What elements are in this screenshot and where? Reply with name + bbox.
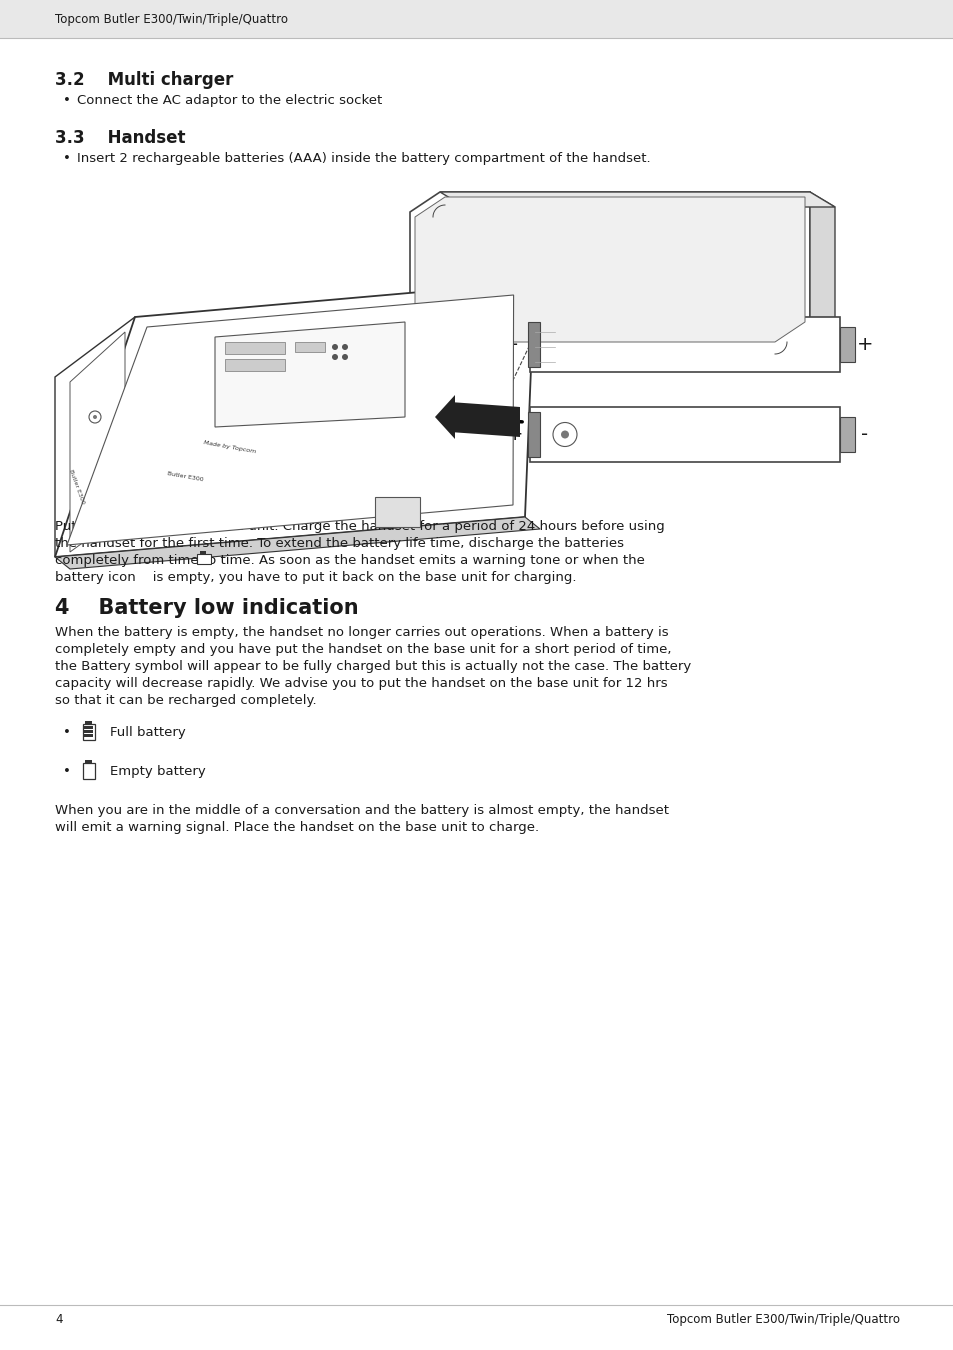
- Polygon shape: [55, 282, 534, 558]
- Bar: [840, 417, 854, 452]
- Text: -: -: [511, 335, 518, 354]
- Text: battery icon    is empty, you have to put it back on the base unit for charging.: battery icon is empty, you have to put i…: [55, 571, 576, 585]
- Bar: [840, 327, 854, 362]
- Text: Empty battery: Empty battery: [110, 765, 206, 778]
- Text: •: •: [63, 95, 71, 107]
- Polygon shape: [55, 517, 539, 568]
- Polygon shape: [410, 192, 809, 347]
- Polygon shape: [450, 402, 519, 437]
- Text: completely from time to time. As soon as the handset emits a warning tone or whe: completely from time to time. As soon as…: [55, 554, 644, 567]
- Bar: [527, 412, 539, 458]
- Text: -: -: [861, 425, 867, 444]
- Text: Butler E300: Butler E300: [69, 468, 86, 505]
- Bar: [83, 724, 95, 740]
- Polygon shape: [809, 192, 834, 338]
- Bar: [196, 554, 211, 564]
- Text: Topcom Butler E300/Twin/Triple/Quattro: Topcom Butler E300/Twin/Triple/Quattro: [666, 1314, 899, 1326]
- Circle shape: [560, 431, 568, 439]
- Text: When you are in the middle of a conversation and the battery is almost empty, th: When you are in the middle of a conversa…: [55, 805, 668, 817]
- Text: When the battery is empty, the handset no longer carries out operations. When a : When the battery is empty, the handset n…: [55, 626, 668, 639]
- Bar: [0, 0, 953, 38]
- Polygon shape: [67, 296, 513, 545]
- Text: •: •: [63, 153, 71, 165]
- Text: +: +: [856, 335, 872, 354]
- Text: completely empty and you have put the handset on the base unit for a short perio: completely empty and you have put the ha…: [55, 643, 671, 656]
- Bar: [225, 342, 285, 354]
- Text: Full battery: Full battery: [110, 726, 186, 738]
- Bar: [530, 406, 840, 462]
- Bar: [225, 359, 285, 371]
- Circle shape: [332, 354, 337, 360]
- Polygon shape: [415, 197, 804, 342]
- Bar: [86, 721, 91, 724]
- Text: 4: 4: [55, 1314, 63, 1326]
- Bar: [527, 323, 539, 367]
- Bar: [85, 730, 93, 733]
- Circle shape: [341, 344, 348, 350]
- Text: the Battery symbol will appear to be fully charged but this is actually not the : the Battery symbol will appear to be ful…: [55, 660, 691, 674]
- Polygon shape: [439, 192, 834, 207]
- Bar: [530, 317, 840, 373]
- Circle shape: [89, 410, 101, 423]
- Text: +: +: [506, 425, 522, 444]
- Text: Insert 2 rechargeable batteries (AAA) inside the battery compartment of the hand: Insert 2 rechargeable batteries (AAA) in…: [77, 153, 650, 165]
- Circle shape: [341, 354, 348, 360]
- Text: Made by Topcom: Made by Topcom: [203, 440, 256, 454]
- Text: capacity will decrease rapidly. We advise you to put the handset on the base uni: capacity will decrease rapidly. We advis…: [55, 676, 667, 690]
- Text: Butler E300: Butler E300: [167, 471, 203, 483]
- Text: Connect the AC adaptor to the electric socket: Connect the AC adaptor to the electric s…: [77, 95, 382, 107]
- Bar: [86, 760, 91, 763]
- Text: •: •: [63, 765, 71, 778]
- Bar: [83, 763, 95, 779]
- Text: 4    Battery low indication: 4 Battery low indication: [55, 598, 358, 618]
- Circle shape: [553, 423, 577, 447]
- Text: 3.2    Multi charger: 3.2 Multi charger: [55, 72, 233, 89]
- Text: Put the handset on the base unit. Charge the handset for a period of 24 hours be: Put the handset on the base unit. Charge…: [55, 520, 664, 533]
- Polygon shape: [435, 396, 455, 439]
- Bar: [85, 734, 93, 737]
- Bar: [200, 551, 206, 554]
- Bar: [294, 342, 325, 352]
- Text: •: •: [63, 726, 71, 738]
- Circle shape: [92, 414, 97, 418]
- Text: 3.3    Handset: 3.3 Handset: [55, 130, 185, 147]
- Text: Topcom Butler E300/Twin/Triple/Quattro: Topcom Butler E300/Twin/Triple/Quattro: [55, 12, 288, 26]
- Text: the handset for the first time. To extend the battery life time, discharge the b: the handset for the first time. To exten…: [55, 537, 623, 549]
- Polygon shape: [214, 323, 405, 427]
- Circle shape: [332, 344, 337, 350]
- Bar: [85, 726, 93, 729]
- Polygon shape: [55, 317, 135, 558]
- Bar: [375, 497, 419, 526]
- Polygon shape: [70, 332, 125, 552]
- Text: will emit a warning signal. Place the handset on the base unit to charge.: will emit a warning signal. Place the ha…: [55, 821, 538, 834]
- Text: so that it can be recharged completely.: so that it can be recharged completely.: [55, 694, 316, 707]
